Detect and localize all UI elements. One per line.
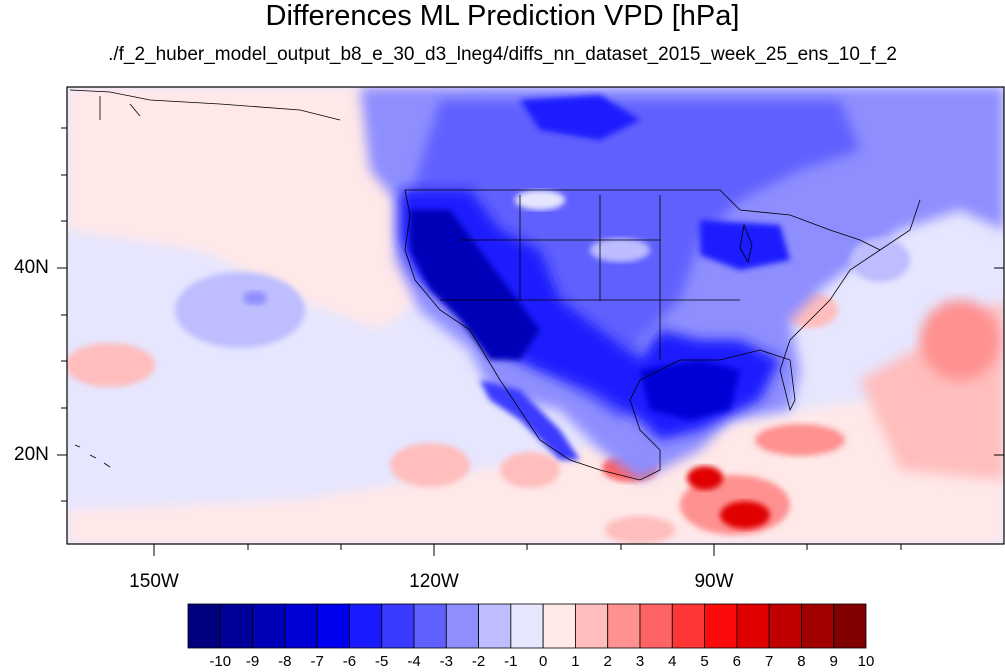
colorbar-swatch xyxy=(704,603,738,649)
colorbar-label: 8 xyxy=(797,653,806,670)
colorbar-label: -10 xyxy=(209,653,232,670)
lon-label-150w: 150W xyxy=(129,571,179,592)
colorbar-swatch xyxy=(736,603,770,649)
colorbar-swatch xyxy=(671,603,705,649)
colorbar-label: 4 xyxy=(668,653,677,670)
colorbar-label: 9 xyxy=(829,653,838,670)
colorbar-label: -6 xyxy=(342,653,357,670)
lon-label-90w: 90W xyxy=(694,571,734,592)
colorbar-label: -5 xyxy=(375,653,389,670)
colorbar-label: -2 xyxy=(471,653,486,670)
colorbar-label: 5 xyxy=(700,653,709,670)
colorbar-label: -1 xyxy=(504,653,518,670)
colorbar-swatch xyxy=(768,603,802,649)
colorbar-swatch xyxy=(833,603,867,649)
colorbar-swatch xyxy=(575,603,609,649)
colorbar-swatch xyxy=(801,603,835,649)
colorbar-label: 1 xyxy=(571,653,580,670)
colorbar-swatch xyxy=(187,603,221,649)
lat-label-40n: 40N xyxy=(14,257,49,278)
colorbar-swatch xyxy=(607,603,641,649)
map-ticks xyxy=(57,127,1004,556)
map-field xyxy=(67,87,1004,544)
colorbar-swatch xyxy=(381,603,415,649)
colorbar-swatch xyxy=(542,603,576,649)
colorbar-swatch xyxy=(445,603,479,649)
lat-label-20n: 20N xyxy=(14,444,49,465)
colorbar-swatch xyxy=(510,603,544,649)
colorbar-swatch xyxy=(478,603,512,649)
coastline-outline xyxy=(69,89,921,481)
lon-label-120w: 120W xyxy=(409,571,459,592)
colorbar-swatch xyxy=(284,603,318,649)
colorbar-swatch xyxy=(413,603,447,649)
colorbar-label: 3 xyxy=(635,653,645,670)
colorbar-label: -8 xyxy=(278,653,292,670)
map-title: Differences ML Prediction VPD [hPa] xyxy=(265,0,740,32)
colorbar-swatch xyxy=(639,603,673,649)
colorbar-label: -7 xyxy=(310,653,324,670)
colorbar-label: -9 xyxy=(245,653,260,670)
colorbar-label: 2 xyxy=(603,653,612,670)
colorbar-swatch xyxy=(219,603,253,649)
colorbar-label: 6 xyxy=(732,653,742,670)
colorbar xyxy=(187,603,867,649)
colorbar-label: -3 xyxy=(439,653,453,670)
colorbar-label: 10 xyxy=(857,653,875,670)
colorbar-label: -4 xyxy=(407,653,421,670)
colorbar-swatch xyxy=(316,603,350,649)
colorbar-label: 0 xyxy=(538,653,548,670)
colorbar-swatch xyxy=(349,603,383,649)
map-subtitle: ./f_2_huber_model_output_b8_e_30_d3_lneg… xyxy=(108,44,897,65)
colorbar-label: 7 xyxy=(764,653,774,670)
colorbar-swatch xyxy=(252,603,286,649)
